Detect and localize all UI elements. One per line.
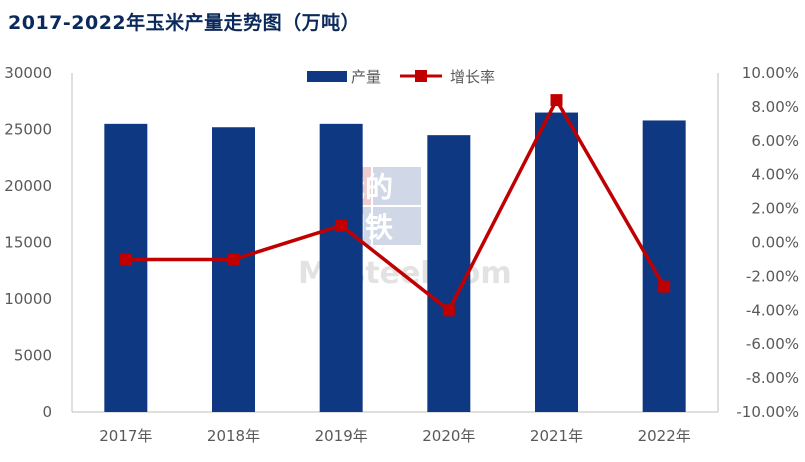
right-tick-label: -6.00% [746, 335, 799, 353]
right-tick-label: 4.00% [751, 166, 799, 184]
line-marker [550, 94, 563, 107]
x-tick-label: 2020年 [422, 427, 475, 445]
legend-line-marker [415, 70, 427, 82]
line-marker [442, 304, 455, 317]
legend: 产量 增长率 [307, 68, 495, 86]
line-marker [119, 253, 132, 266]
bar [642, 120, 686, 413]
right-tick-label: 2.00% [751, 200, 799, 218]
legend-bar-label: 产量 [351, 68, 381, 86]
left-tick-label: 5000 [14, 347, 52, 365]
right-tick-label: -8.00% [746, 369, 799, 387]
growth-line [125, 98, 666, 313]
right-tick-label: -10.00% [736, 403, 799, 421]
left-axis-ticks: 0 5000 10000 15000 20000 25000 30000 [4, 64, 52, 421]
right-tick-label: 6.00% [751, 132, 799, 150]
x-tick-label: 2022年 [638, 427, 691, 445]
left-tick-label: 0 [42, 403, 52, 421]
line-marker [658, 280, 671, 293]
left-tick-label: 10000 [4, 290, 52, 308]
right-tick-label: 10.00% [742, 64, 799, 82]
x-tick-label: 2019年 [315, 427, 368, 445]
legend-line-label: 增长率 [450, 68, 495, 86]
legend-bar-swatch [307, 71, 347, 82]
line-marker [227, 253, 240, 266]
right-axis-ticks: -10.00% -8.00% -6.00% -4.00% -2.00% 0.00% 2.00… [736, 64, 799, 421]
right-tick-label: 0.00% [751, 234, 799, 252]
right-tick-label: -4.00% [746, 301, 799, 319]
chart-title: 2017-2022年玉米产量走势图（万吨） [8, 12, 361, 34]
left-tick-label: 20000 [4, 177, 52, 195]
bar [319, 123, 363, 412]
bar [104, 123, 148, 412]
left-tick-label: 15000 [4, 234, 52, 252]
x-tick-label: 2018年 [207, 427, 260, 445]
x-tick-label: 2021年 [530, 427, 583, 445]
left-tick-label: 30000 [4, 64, 52, 82]
left-tick-label: 25000 [4, 121, 52, 139]
bar [535, 112, 578, 413]
right-tick-label: 8.00% [751, 98, 799, 116]
x-tick-label: 2017年 [99, 427, 152, 445]
bar [212, 127, 255, 413]
bar [427, 135, 471, 412]
line-series [119, 94, 671, 317]
bar-series [104, 112, 686, 413]
right-tick-label: -2.00% [746, 267, 799, 285]
line-marker [335, 219, 348, 232]
x-axis-ticks: 2017年 2018年 2019年 2020年 2021年 2022年 [99, 427, 691, 445]
